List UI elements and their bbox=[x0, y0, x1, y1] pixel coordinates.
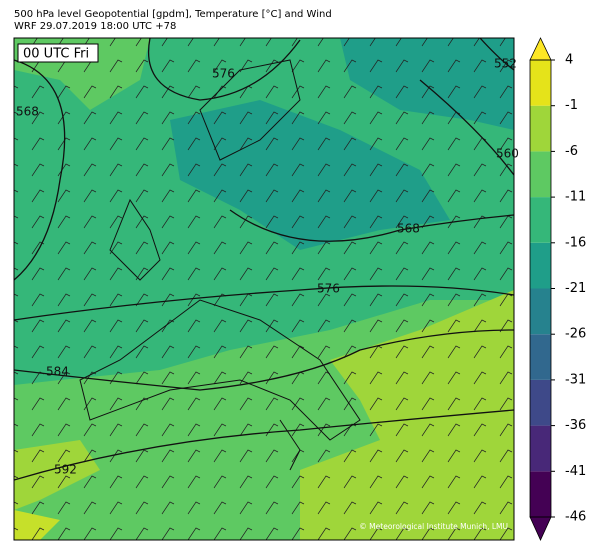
colorbar-tick-label: -31 bbox=[565, 372, 586, 387]
colorbar-band bbox=[530, 197, 551, 243]
colorbar-band bbox=[530, 334, 551, 380]
colorbar-over bbox=[529, 37, 552, 61]
colorbar-band bbox=[530, 60, 551, 106]
colorbar-tick-label: -46 bbox=[565, 510, 586, 525]
colorbar-band bbox=[530, 425, 551, 472]
colorbar-tick-label: -36 bbox=[565, 418, 586, 433]
map bbox=[14, 38, 514, 540]
colorbar-tick-label: -6 bbox=[565, 144, 578, 159]
colorbar-tick-label: -21 bbox=[565, 281, 586, 296]
title: 500 hPa level Geopotential [gpdm], Tempe… bbox=[14, 9, 332, 20]
colorbar-tick-label: -1 bbox=[565, 98, 578, 113]
contour-label: 560 bbox=[496, 147, 519, 161]
colorbar-tick-label: -11 bbox=[565, 190, 586, 205]
colorbar-band bbox=[530, 471, 551, 517]
colorbar-tick-label: -26 bbox=[565, 327, 586, 342]
colorbar-band bbox=[530, 242, 551, 289]
colorbar-tick-label: -16 bbox=[565, 235, 586, 250]
contour-label: 584 bbox=[46, 365, 69, 379]
contour-label: 576 bbox=[317, 282, 340, 296]
contour-label: 568 bbox=[16, 105, 39, 119]
colorbar-band bbox=[530, 105, 551, 152]
colorbar-tick-label: 4 bbox=[565, 53, 573, 68]
contour-label: 552 bbox=[494, 57, 517, 71]
colorbar-band bbox=[530, 151, 551, 198]
colorbar-tick-label: -41 bbox=[565, 464, 586, 479]
copyright: © Meteorological Institute Munich, LMU bbox=[359, 522, 508, 531]
contour-label: 576 bbox=[212, 67, 235, 81]
colorbar-under bbox=[529, 516, 552, 541]
colorbar: -46 -41 -36 -31 -26 -21 -16 -11 -6 -1 4 bbox=[529, 37, 586, 541]
subtitle: WRF 29.07.2019 18:00 UTC +78 bbox=[14, 21, 176, 32]
time-box bbox=[17, 43, 99, 63]
contour-label: 568 bbox=[397, 222, 420, 236]
contour-label: 592 bbox=[54, 463, 77, 477]
colorbar-band bbox=[530, 288, 551, 335]
time-label: 00 UTC Fri bbox=[23, 47, 89, 62]
colorbar-band bbox=[530, 379, 551, 426]
map-frame bbox=[13, 37, 515, 541]
